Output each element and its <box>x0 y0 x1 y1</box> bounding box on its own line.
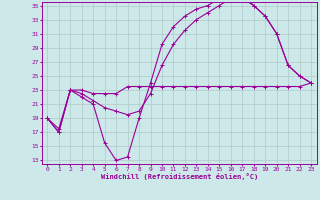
X-axis label: Windchill (Refroidissement éolien,°C): Windchill (Refroidissement éolien,°C) <box>100 173 258 180</box>
